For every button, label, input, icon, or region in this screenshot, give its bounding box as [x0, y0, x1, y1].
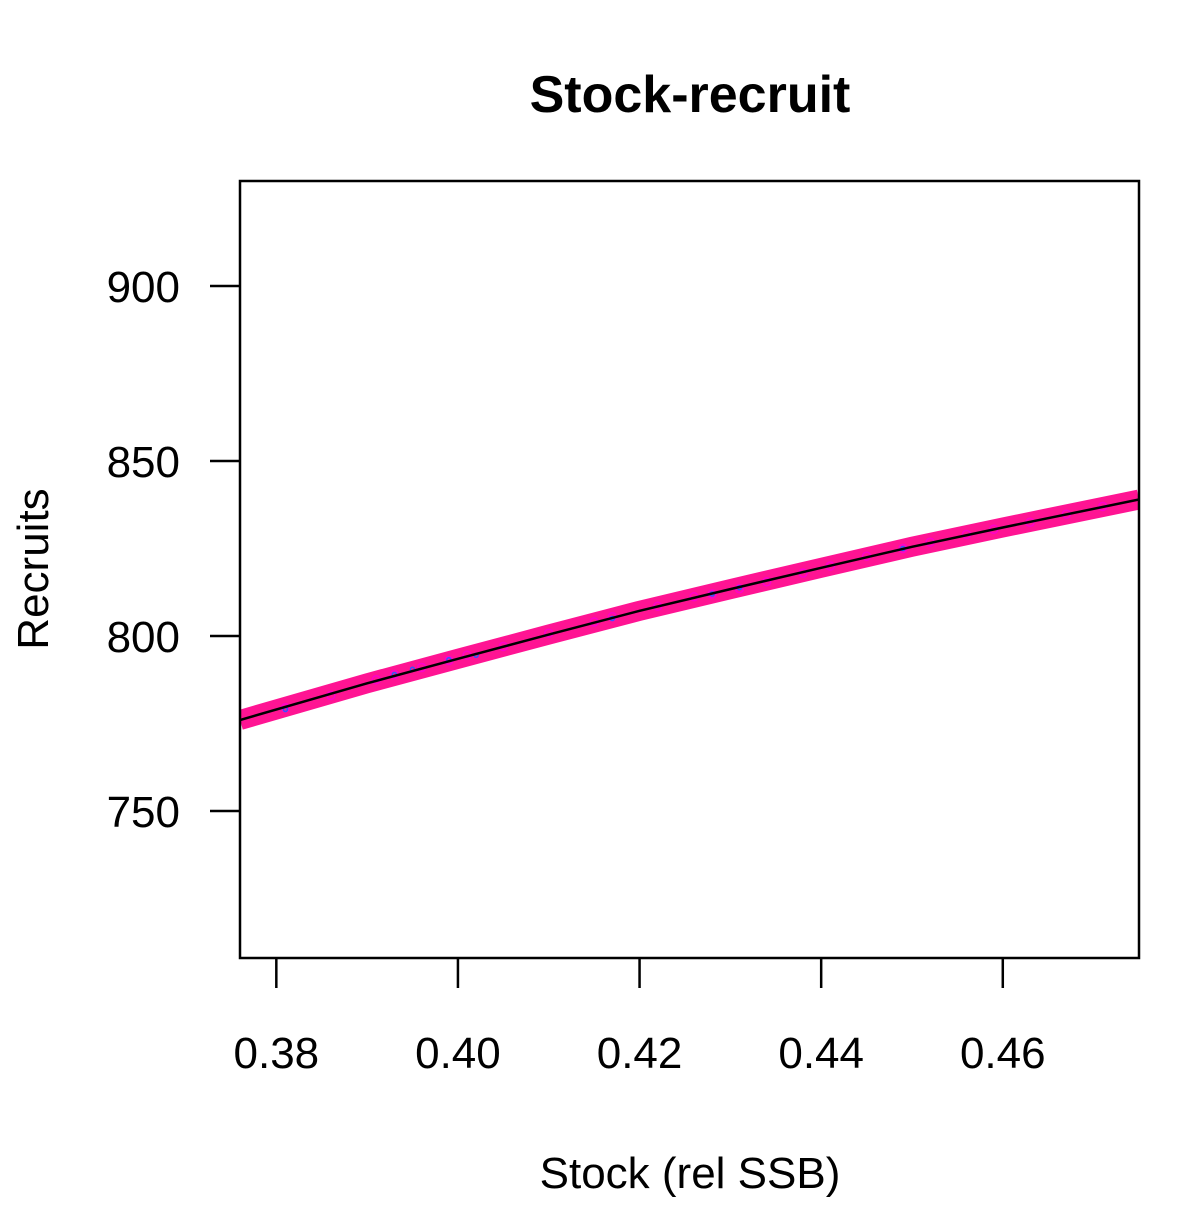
x-tick-label-0: 0.38	[234, 1029, 320, 1078]
plot-content	[240, 489, 1139, 730]
fitted-curve-line	[240, 498, 1139, 722]
x-tick-label-2: 0.42	[597, 1029, 683, 1078]
y-axis: 750 800 850 900	[107, 263, 240, 837]
y-tick-label-2: 850	[107, 438, 180, 487]
y-tick-label-0: 750	[107, 788, 180, 837]
uncertainty-band	[240, 489, 1139, 730]
y-axis-label: Recruits	[9, 488, 58, 649]
y-tick-label-3: 900	[107, 263, 180, 312]
x-axis-label: Stock (rel SSB)	[540, 1149, 841, 1198]
x-tick-label-1: 0.40	[415, 1029, 501, 1078]
x-tick-label-4: 0.46	[960, 1029, 1046, 1078]
x-tick-label-3: 0.44	[778, 1029, 864, 1078]
chart-title: Stock-recruit	[530, 66, 851, 124]
x-axis: 0.38 0.40 0.42 0.44 0.46	[234, 958, 1046, 1078]
y-tick-label-1: 800	[107, 613, 180, 662]
plot-frame	[238, 179, 1141, 960]
